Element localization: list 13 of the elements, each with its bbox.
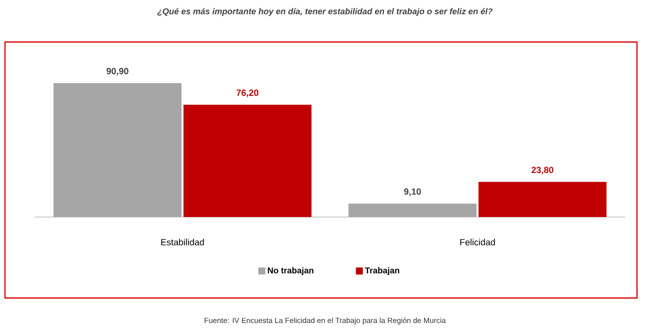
data-label: 76,20 <box>236 90 258 98</box>
bar <box>54 83 182 217</box>
x-tick-label: Felicidad <box>460 238 495 246</box>
data-label: 9,10 <box>404 188 421 196</box>
bar <box>183 104 312 217</box>
data-label: 90,90 <box>106 68 128 76</box>
data-label: 23,80 <box>532 166 554 174</box>
legend-label: Trabajan <box>364 267 400 276</box>
bar <box>348 204 477 217</box>
bar <box>478 182 607 217</box>
x-tick-label: Estabilidad <box>161 238 204 246</box>
legend-label: No trabajan <box>268 267 314 276</box>
chart-title: ¿Qué es más importante hoy en día, tener estabilidad en el trabajo o ser feliz en él? <box>157 8 493 16</box>
